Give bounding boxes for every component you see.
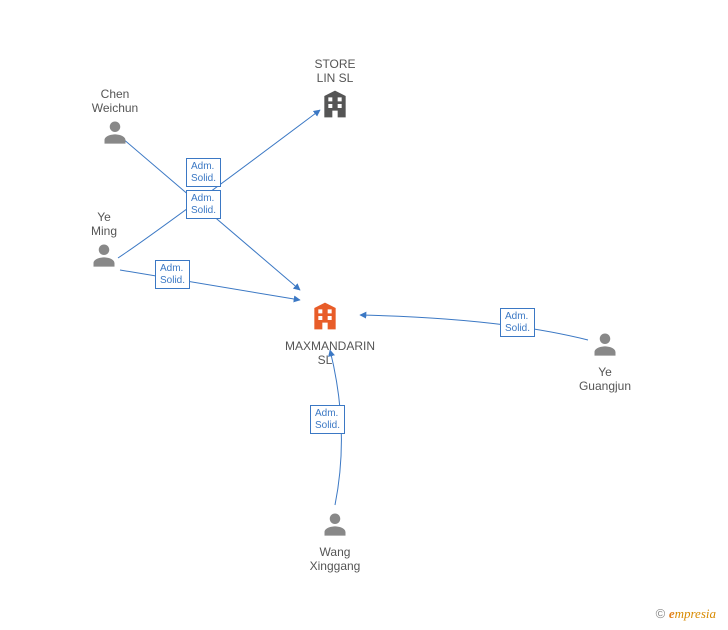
node-label: WangXinggang (295, 545, 375, 574)
person-icon (64, 241, 144, 272)
node-wang[interactable]: WangXinggang (295, 510, 375, 574)
copyright-symbol: © (656, 606, 666, 621)
edge-label: Adm.Solid. (186, 190, 221, 219)
watermark: © empresia (656, 606, 716, 622)
edge (360, 315, 588, 340)
node-yeguangjun[interactable]: YeGuangjun (565, 330, 645, 394)
edge-label: Adm.Solid. (186, 158, 221, 187)
node-label: STORELIN SL (295, 57, 375, 86)
person-icon (295, 510, 375, 541)
edge-label: Adm.Solid. (310, 405, 345, 434)
person-icon (75, 118, 155, 149)
node-label: YeMing (64, 210, 144, 239)
person-icon (565, 330, 645, 361)
edge-label: Adm.Solid. (155, 260, 190, 289)
node-label: YeGuangjun (565, 365, 645, 394)
building-icon (295, 88, 375, 123)
edge-label: Adm.Solid. (500, 308, 535, 337)
node-storelin[interactable]: STORELIN SL (295, 57, 375, 123)
node-label: MAXMANDARINSL (285, 339, 365, 368)
brand-rest: mpresia (675, 606, 716, 621)
building-icon (285, 300, 365, 335)
node-chen[interactable]: ChenWeichun (75, 87, 155, 149)
node-label: ChenWeichun (75, 87, 155, 116)
edge (120, 270, 300, 300)
node-maxmandarin[interactable]: MAXMANDARINSL (285, 300, 365, 368)
node-yeming[interactable]: YeMing (64, 210, 144, 272)
